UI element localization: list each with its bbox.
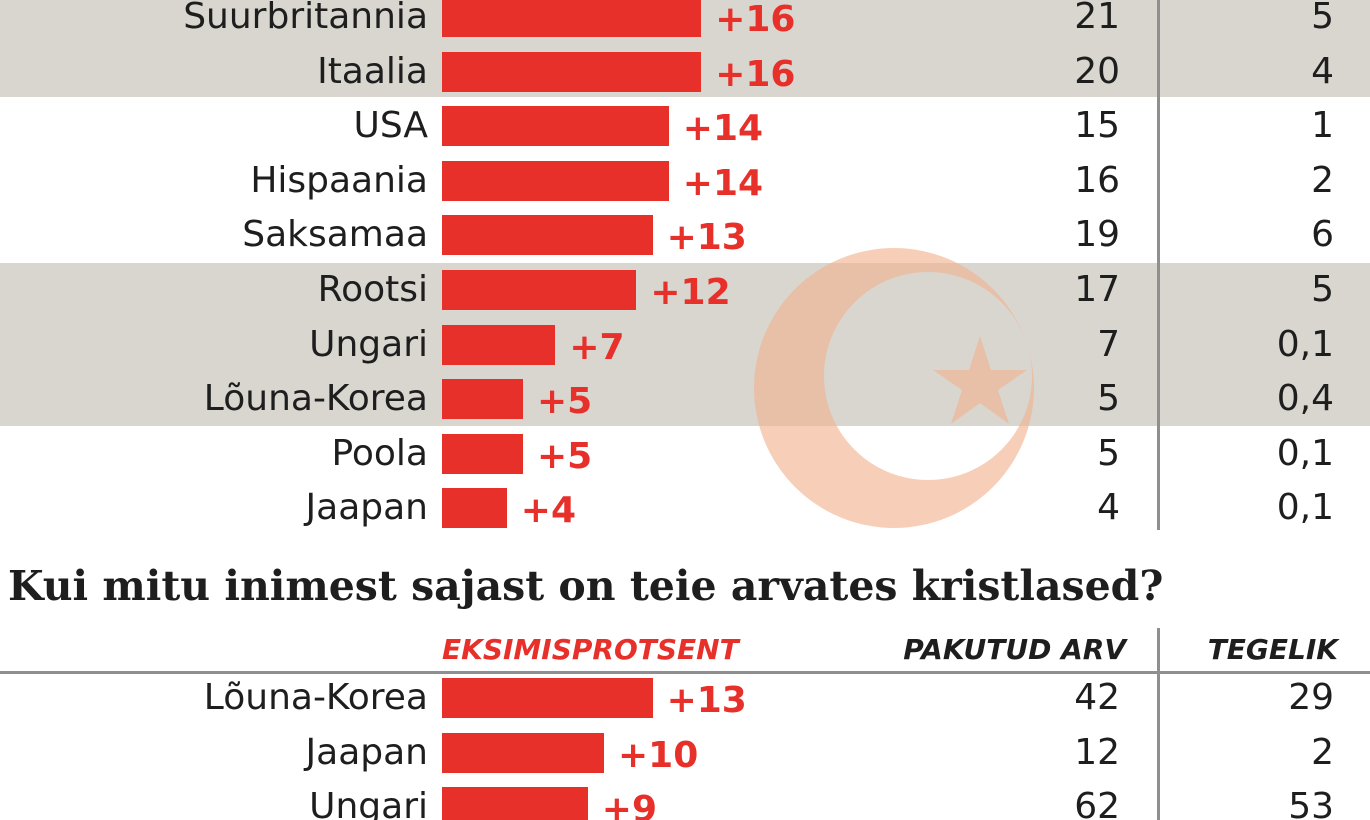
error-bar — [442, 787, 588, 820]
actual-value: 0,1 — [1276, 323, 1334, 365]
guessed-value: 19 — [1074, 214, 1120, 256]
actual-value: 0,1 — [1276, 432, 1334, 474]
error-bar — [442, 270, 637, 310]
actual-value: 2 — [1311, 731, 1334, 773]
actual-value: 53 — [1288, 786, 1334, 820]
guessed-value: 20 — [1074, 50, 1120, 92]
chart-row: USA +14 15 1 — [0, 99, 1370, 153]
actual-value: 1 — [1311, 105, 1334, 147]
error-value-label: +4 — [520, 490, 577, 532]
guessed-value: 21 — [1074, 0, 1120, 37]
country-label: Ungari — [309, 323, 428, 365]
chart-row: Ungari +7 7 0,1 — [0, 318, 1370, 372]
country-label: Saksamaa — [242, 214, 428, 256]
guessed-value: 62 — [1074, 786, 1120, 820]
error-bar — [442, 488, 507, 529]
error-value-label: +5 — [537, 381, 593, 423]
country-label: Itaalia — [317, 50, 428, 92]
error-bar — [442, 215, 653, 256]
column-header-error: EKSIMISPROTSENT — [442, 633, 739, 666]
chart-row: Itaalia +16 20 4 — [0, 45, 1370, 99]
actual-value: 0,1 — [1276, 487, 1334, 529]
error-bar — [442, 106, 669, 147]
error-bar — [442, 51, 702, 92]
country-label: Jaapan — [305, 731, 428, 773]
guessed-value: 7 — [1097, 323, 1120, 365]
country-label: Poola — [331, 432, 428, 474]
error-bar — [442, 160, 669, 201]
error-bar — [442, 0, 702, 37]
chart-row: Jaapan +10 12 2 — [0, 726, 1370, 780]
guessed-value: 16 — [1074, 159, 1120, 201]
chart-row: Poola +5 5 0,1 — [0, 427, 1370, 481]
country-label: Lõuna-Korea — [203, 378, 428, 420]
actual-value: 6 — [1311, 214, 1334, 256]
error-bar — [442, 732, 604, 773]
error-value-label: +13 — [666, 680, 747, 721]
actual-value: 4 — [1311, 50, 1334, 92]
error-value-label: +13 — [666, 217, 747, 259]
actual-value: 5 — [1311, 269, 1334, 310]
column-divider-top — [1157, 0, 1160, 530]
error-value-label: +7 — [569, 326, 625, 368]
error-value-label: +10 — [618, 734, 699, 776]
crescent-star-icon — [754, 248, 1034, 528]
guessed-value: 42 — [1074, 677, 1120, 718]
guessed-value: 17 — [1074, 269, 1120, 310]
chart-row: Lõuna-Korea +5 5 0,4 — [0, 372, 1370, 426]
country-label: Ungari — [309, 786, 428, 820]
actual-value: 0,4 — [1276, 378, 1334, 420]
column-divider-bottom — [1157, 628, 1160, 820]
country-label: USA — [353, 105, 429, 147]
guessed-value: 5 — [1097, 432, 1120, 474]
error-value-label: +16 — [715, 0, 796, 40]
section-title: Kui mitu inimest sajast on teie arvates … — [8, 562, 1164, 610]
column-header-guessed: PAKUTUD ARV — [903, 633, 1126, 666]
guessed-value: 5 — [1097, 378, 1120, 420]
error-bar — [442, 379, 523, 420]
error-bar — [442, 433, 523, 474]
country-label: Suurbritannia — [183, 0, 428, 37]
country-label: Hispaania — [250, 159, 428, 201]
chart-row: Rootsi +12 17 5 — [0, 263, 1370, 317]
error-value-label: +12 — [650, 272, 731, 313]
actual-value: 29 — [1288, 677, 1334, 718]
error-value-label: +14 — [682, 162, 764, 204]
country-label: Jaapan — [305, 487, 428, 529]
guessed-value: 4 — [1097, 487, 1120, 529]
error-value-label: +16 — [715, 53, 796, 95]
error-value-label: +5 — [537, 435, 593, 477]
column-header-actual: TEGELIK — [1207, 633, 1338, 666]
chart-row: Ungari +9 62 53 — [0, 780, 1370, 820]
guessed-value: 12 — [1074, 731, 1120, 773]
header-rule — [0, 671, 1370, 674]
error-bar — [442, 678, 653, 718]
actual-value: 5 — [1311, 0, 1334, 37]
chart-row: Saksamaa +13 19 6 — [0, 208, 1370, 262]
error-bar — [442, 324, 556, 365]
error-value-label: +9 — [601, 789, 658, 820]
shaded-band-middle — [0, 263, 1370, 426]
guessed-value: 15 — [1074, 105, 1120, 147]
error-value-label: +14 — [682, 108, 764, 150]
actual-value: 2 — [1311, 159, 1334, 201]
country-label: Lõuna-Korea — [203, 677, 428, 718]
chart-row: Hispaania +14 16 2 — [0, 154, 1370, 208]
chart-row: Suurbritannia +16 21 5 — [0, 0, 1370, 44]
chart-row: Lõuna-Korea +13 42 29 — [0, 671, 1370, 725]
country-label: Rootsi — [317, 269, 428, 310]
chart-row: Jaapan +4 4 0,1 — [0, 481, 1370, 535]
